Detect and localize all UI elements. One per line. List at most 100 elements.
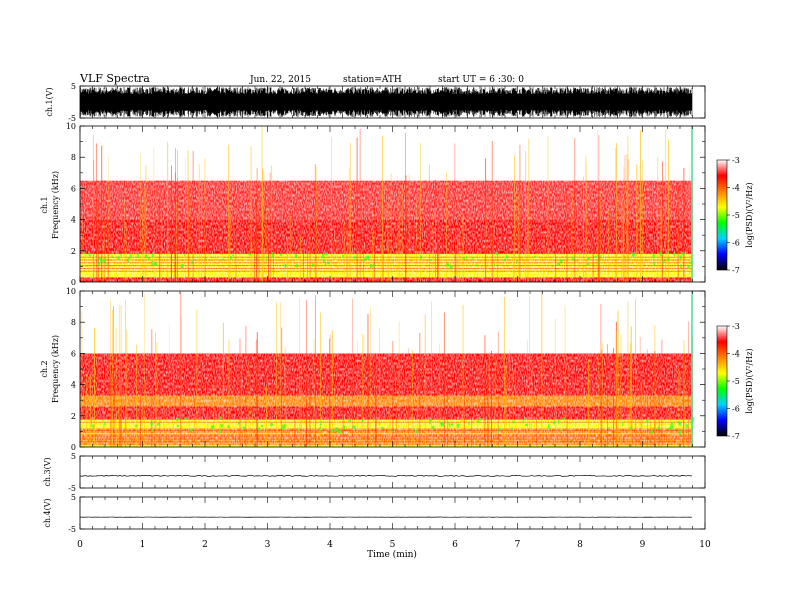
spectrogram-fleck bbox=[151, 252, 154, 258]
spectrogram-fleck bbox=[448, 422, 451, 426]
spectrogram-fleck bbox=[227, 425, 230, 428]
ytick-label: 5 bbox=[71, 82, 76, 91]
spectrogram-fleck bbox=[666, 251, 670, 254]
colorbar-tick-label: -6 bbox=[732, 239, 740, 248]
spectrogram-fleck bbox=[373, 416, 375, 422]
spectrogram-fleck bbox=[557, 262, 561, 266]
xtick-label: 10 bbox=[699, 540, 711, 550]
spectrogram-fleck bbox=[148, 257, 150, 261]
spectrogram-fleck bbox=[392, 259, 394, 264]
spectrogram-fleck bbox=[294, 254, 298, 258]
ytick-label: 0 bbox=[71, 443, 76, 452]
spectrogram-fleck bbox=[84, 252, 87, 255]
spectrogram-fleck bbox=[566, 257, 569, 262]
spectrogram-fleck bbox=[281, 425, 285, 430]
spectrogram-fleck bbox=[174, 259, 176, 262]
colorbar-label: log(PSD)(V²/Hz) bbox=[745, 182, 754, 247]
spectrogram-fleck bbox=[366, 255, 370, 260]
spectrogram-fleck bbox=[266, 260, 268, 262]
ch1-waveform-trace bbox=[80, 87, 693, 117]
spectrogram-fleck bbox=[322, 253, 325, 259]
spectrogram-fleck bbox=[679, 421, 682, 426]
ch1-colorbar: -3 -4 -5 -6 -7 log(PSD)(V²/Hz) bbox=[716, 156, 754, 275]
spectrogram-fleck bbox=[547, 424, 550, 429]
spectrogram-fleck bbox=[586, 262, 590, 266]
spectrogram-fleck bbox=[103, 258, 107, 263]
spectrogram-fleck bbox=[323, 259, 325, 263]
spectrogram-fleck bbox=[562, 417, 565, 420]
spectrogram-fleck bbox=[600, 255, 602, 257]
spectrogram-fleck bbox=[678, 420, 680, 425]
spectrogram-fleck bbox=[515, 260, 518, 264]
ch2-spectrogram-channel-label: ch.2 bbox=[40, 360, 49, 377]
date-label: Jun. 22, 2015 bbox=[249, 75, 311, 85]
time-axis-label: Time (min) bbox=[367, 549, 417, 560]
spectrogram-fleck bbox=[646, 419, 649, 423]
spectrogram-fleck bbox=[98, 261, 100, 265]
spectrogram-fleck bbox=[524, 417, 526, 421]
ytick-label: 4 bbox=[71, 216, 76, 225]
ytick-label: 8 bbox=[71, 318, 76, 327]
xtick-label: 5 bbox=[390, 540, 396, 550]
xtick-label: 3 bbox=[265, 540, 271, 550]
time-axis-ticks bbox=[79, 86, 706, 529]
ch4-waveform-ylabel: ch.4(V) bbox=[43, 498, 52, 527]
spectrogram-fleck bbox=[629, 427, 633, 430]
spectrogram-fleck bbox=[348, 418, 351, 423]
ch2-spectrogram-panel: 0 2 4 6 8 10 ch.2 Frequency (kHz) bbox=[40, 287, 706, 452]
spectrogram-fleck bbox=[498, 428, 501, 430]
spectrogram-fleck bbox=[363, 258, 367, 262]
spectrogram-fleck bbox=[628, 258, 631, 261]
spectrogram-fleck bbox=[608, 427, 610, 429]
spectrogram-fleck bbox=[446, 263, 449, 267]
spectrogram-fleck bbox=[678, 430, 682, 435]
spectrogram-end-edge bbox=[691, 126, 693, 282]
spectrogram-fleck bbox=[325, 261, 327, 266]
colorbar-tick-label: -7 bbox=[732, 266, 740, 275]
ytick-label: -5 bbox=[68, 525, 76, 534]
spectrogram-fleck bbox=[334, 427, 338, 431]
spectrogram-fleck bbox=[145, 254, 148, 258]
ytick-label: 2 bbox=[71, 412, 76, 421]
spectrogram-fleck bbox=[653, 261, 655, 266]
spectrogram-fleck bbox=[91, 424, 93, 427]
spectrogram-fleck bbox=[673, 251, 676, 256]
ch4-waveform-yticks: 5 -5 bbox=[68, 493, 705, 534]
colorbar-tick-label: -5 bbox=[732, 211, 740, 220]
spectrogram-fleck bbox=[343, 425, 346, 429]
spectrogram-fleck bbox=[666, 258, 670, 262]
colorbar-label: log(PSD)(V²/Hz) bbox=[745, 348, 754, 413]
spectrogram-fleck bbox=[525, 424, 528, 427]
spectrogram-fleck bbox=[553, 420, 556, 425]
station-label: station=ATH bbox=[343, 75, 402, 85]
spectrogram-fleck bbox=[632, 252, 635, 257]
spectrogram-fleck bbox=[462, 256, 465, 260]
spectrogram-fleck bbox=[270, 422, 273, 427]
spectrogram-fleck bbox=[534, 255, 537, 258]
spectrogram-fleck bbox=[381, 426, 384, 429]
spectrogram-fleck bbox=[479, 417, 483, 421]
ch1-waveform-line bbox=[80, 87, 693, 117]
xtick-label: 4 bbox=[327, 540, 333, 550]
spectrogram-fleck bbox=[657, 426, 660, 430]
ch2-spectrogram-noise bbox=[80, 291, 693, 447]
spectrogram-fleck bbox=[440, 422, 443, 425]
spectrogram-fleck bbox=[242, 426, 245, 429]
ytick-label: 6 bbox=[71, 349, 76, 358]
ch1-waveform-panel: 5 -5 ch.1(V) bbox=[45, 82, 706, 123]
ytick-label: -5 bbox=[68, 484, 76, 493]
spectrogram-fleck bbox=[88, 251, 90, 256]
spectrogram-fleck bbox=[670, 421, 673, 426]
start-time-label: start UT = 6 :30: 0 bbox=[438, 75, 524, 85]
spectrogram-fleck bbox=[420, 255, 423, 259]
ch1-spectrogram-noise bbox=[80, 126, 693, 282]
spectrogram-fleck bbox=[176, 424, 179, 428]
spectrogram-fleck bbox=[117, 256, 120, 260]
spectrogram-fleck bbox=[311, 263, 314, 267]
spectrogram-fleck bbox=[129, 254, 132, 258]
ytick-label: 8 bbox=[71, 153, 76, 162]
spectrogram-fleck bbox=[271, 254, 274, 258]
spectrogram-fleck bbox=[279, 254, 282, 256]
spectrogram-fleck bbox=[89, 254, 91, 257]
spectrogram-fleck bbox=[135, 424, 138, 427]
